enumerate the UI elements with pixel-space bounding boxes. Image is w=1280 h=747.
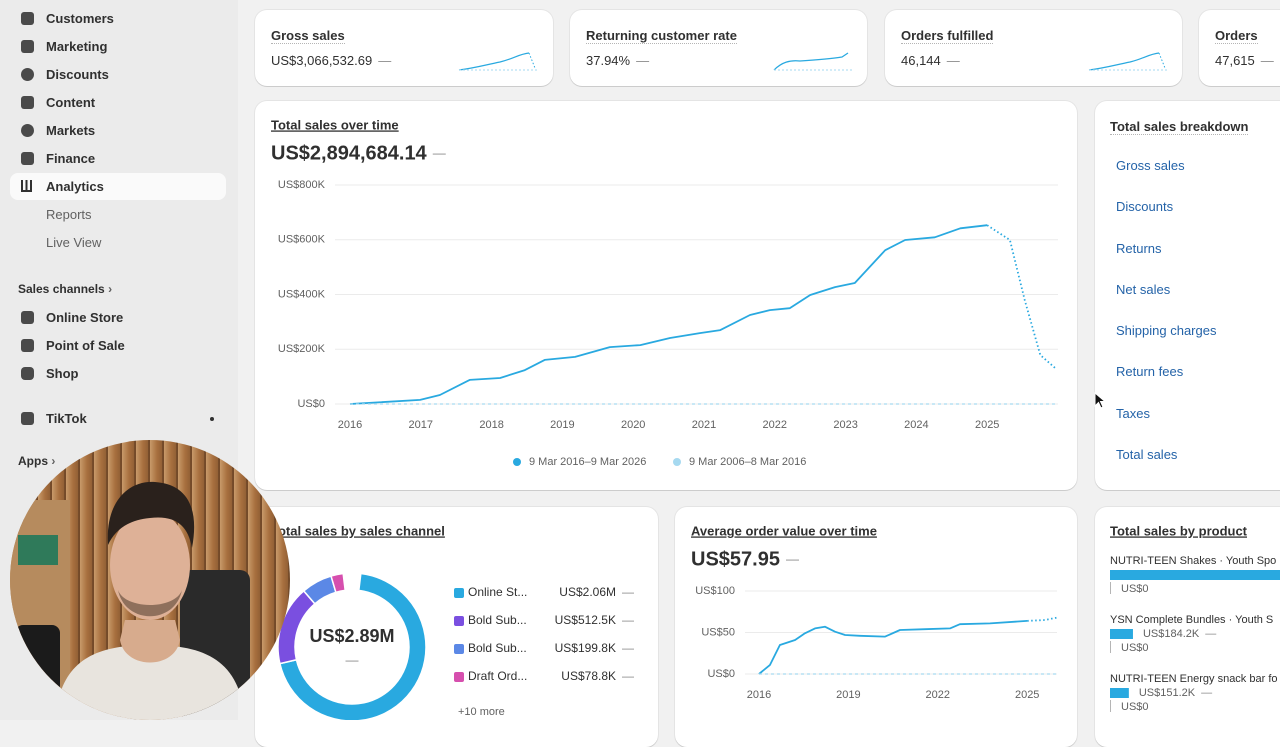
aov-card bbox=[675, 507, 1077, 747]
metric-value: 46,144— bbox=[901, 53, 960, 68]
nav-item[interactable]: TikTok bbox=[10, 405, 226, 432]
breakdown-item[interactable]: Net sales bbox=[1116, 282, 1171, 297]
mouse-cursor bbox=[1094, 392, 1106, 409]
nav-item[interactable]: Marketing bbox=[10, 33, 226, 60]
nav-item[interactable]: Markets bbox=[10, 117, 226, 144]
metric-card[interactable]: Gross sales US$3,066,532.69— bbox=[255, 10, 553, 86]
sparkline bbox=[458, 52, 537, 71]
sparkline bbox=[1088, 52, 1167, 71]
channel-card bbox=[255, 507, 658, 747]
breakdown-item[interactable]: Discounts bbox=[1116, 199, 1174, 214]
metric-label: Returning customer rate bbox=[586, 28, 737, 44]
nav-subitem[interactable]: Live View bbox=[46, 235, 102, 250]
nav-item[interactable]: Online Store bbox=[10, 304, 226, 331]
product-card bbox=[1095, 507, 1280, 747]
metric-label: Orders bbox=[1215, 28, 1258, 44]
section-title[interactable]: Sales channels › bbox=[18, 282, 113, 296]
nav-item[interactable]: Point of Sale bbox=[10, 332, 226, 359]
breakdown-item[interactable]: Shipping charges bbox=[1116, 323, 1217, 338]
sales-over-time-card bbox=[255, 101, 1077, 490]
card-title: Total sales breakdown bbox=[1110, 119, 1249, 135]
metric-value: 47,615— bbox=[1215, 53, 1274, 68]
nav-item-active[interactable]: Analytics bbox=[10, 173, 226, 200]
metric-label: Gross sales bbox=[271, 28, 345, 44]
nav-subitem[interactable]: Reports bbox=[46, 207, 92, 222]
nav-item[interactable]: Shop bbox=[10, 360, 226, 387]
metric-value: US$3,066,532.69— bbox=[271, 53, 392, 68]
metric-card[interactable]: Orders fulfilled 46,144— bbox=[885, 10, 1182, 86]
breakdown-item[interactable]: Taxes bbox=[1116, 406, 1150, 421]
breakdown-item[interactable]: Returns bbox=[1116, 241, 1162, 256]
nav-item[interactable]: Content bbox=[10, 89, 226, 116]
breakdown-item[interactable]: Total sales bbox=[1116, 447, 1178, 462]
metric-label: Orders fulfilled bbox=[901, 28, 994, 44]
metric-value: 37.94% — bbox=[586, 53, 650, 68]
section-title[interactable]: Apps › bbox=[18, 454, 56, 468]
webcam-overlay bbox=[10, 440, 290, 720]
page: Customers Marketing Discounts Content Ma… bbox=[10, 5, 1280, 747]
breakdown-card: Total sales breakdown Gross sales Discou… bbox=[1095, 101, 1280, 490]
breakdown-item[interactable]: Gross sales bbox=[1116, 158, 1185, 173]
breakdown-item[interactable]: Return fees bbox=[1116, 364, 1184, 379]
metric-card[interactable]: Returning customer rate 37.94% — bbox=[570, 10, 867, 86]
nav-item[interactable]: Discounts bbox=[10, 61, 226, 88]
metric-card[interactable]: Orders 47,615— bbox=[1199, 10, 1280, 86]
sparkline bbox=[773, 52, 852, 71]
webcam-image bbox=[10, 440, 290, 720]
nav-item[interactable]: Finance bbox=[10, 145, 226, 172]
nav-item[interactable]: Customers bbox=[10, 5, 226, 32]
